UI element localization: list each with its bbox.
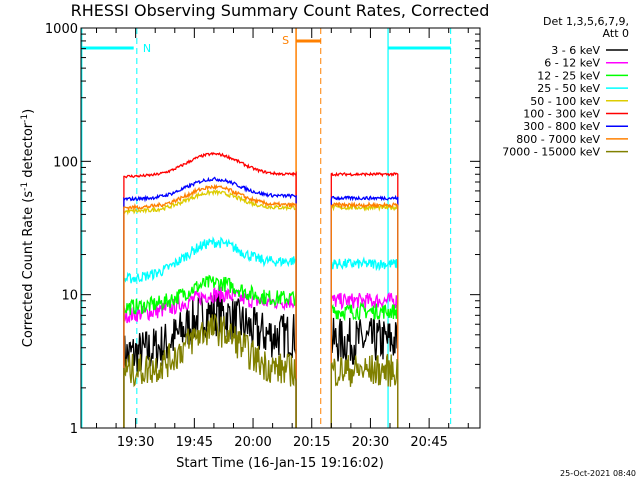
saa-marker-label: S [282,34,289,47]
legend-label: 300 - 800 keV [523,120,600,133]
legend-label: 100 - 300 keV [523,108,600,121]
series-line-seg1 [123,151,297,428]
night-marker-label: N [143,42,151,55]
series-line-seg2 [330,301,399,428]
x-tick-label: 20:15 [293,435,330,450]
x-axis-label: Start Time (16-Jan-15 19:16:02) [176,456,384,471]
series-line-seg1 [123,176,297,428]
y-tick-label: 1000 [45,22,78,37]
y-tick-label: 10 [61,289,78,304]
chart-title: RHESSI Observing Summary Count Rates, Co… [71,1,490,20]
legend-label: 7000 - 15000 keV [502,146,600,159]
legend-label: 12 - 25 keV [537,69,600,82]
x-tick-label: 19:30 [117,435,154,450]
legend-label: 25 - 50 keV [537,82,600,95]
series-line-seg1 [123,274,297,428]
y-tick-label: 1 [70,422,78,437]
legend-label: 50 - 100 keV [530,95,600,108]
series-line-seg2 [330,317,399,428]
data-layer: NS [80,28,452,428]
x-tick-label: 19:45 [176,435,213,450]
axis-ticks: 1 10 100 1000 19:30 19:45 20:00 20:15 20:30 20:45 [45,22,480,450]
legend-label: 800 - 7000 keV [516,133,600,146]
legend-label: 3 - 6 keV [551,44,600,57]
plot-frame [80,27,481,429]
y-tick-label: 100 [53,155,78,170]
series-line-seg1 [123,183,297,428]
y-axis-label: Corrected Count Rate (s-1 detector-1) [20,109,36,347]
series-line-seg2 [330,194,399,428]
x-tick-label: 20:30 [352,435,389,450]
series-line-seg1 [123,189,297,428]
series-line-seg1 [123,236,297,428]
x-tick-label: 20:45 [410,435,447,450]
series-line-seg2 [330,171,399,428]
series-line-seg1 [123,314,297,428]
series-line-seg2 [330,256,399,428]
footer-timestamp: 25-Oct-2021 08:40 [560,469,636,478]
series-line-seg1 [123,291,297,428]
series-line-seg2 [330,292,399,428]
legend-header-line1: Det 1,3,5,6,7,9, [543,15,629,28]
x-tick-label: 20:00 [234,435,271,450]
series-line-seg2 [330,353,399,428]
legend-header-line2: Att 0 [603,27,629,40]
legend-label: 6 - 12 keV [544,57,600,70]
series-line-seg2 [330,201,399,428]
series-line-seg1 [123,285,297,428]
